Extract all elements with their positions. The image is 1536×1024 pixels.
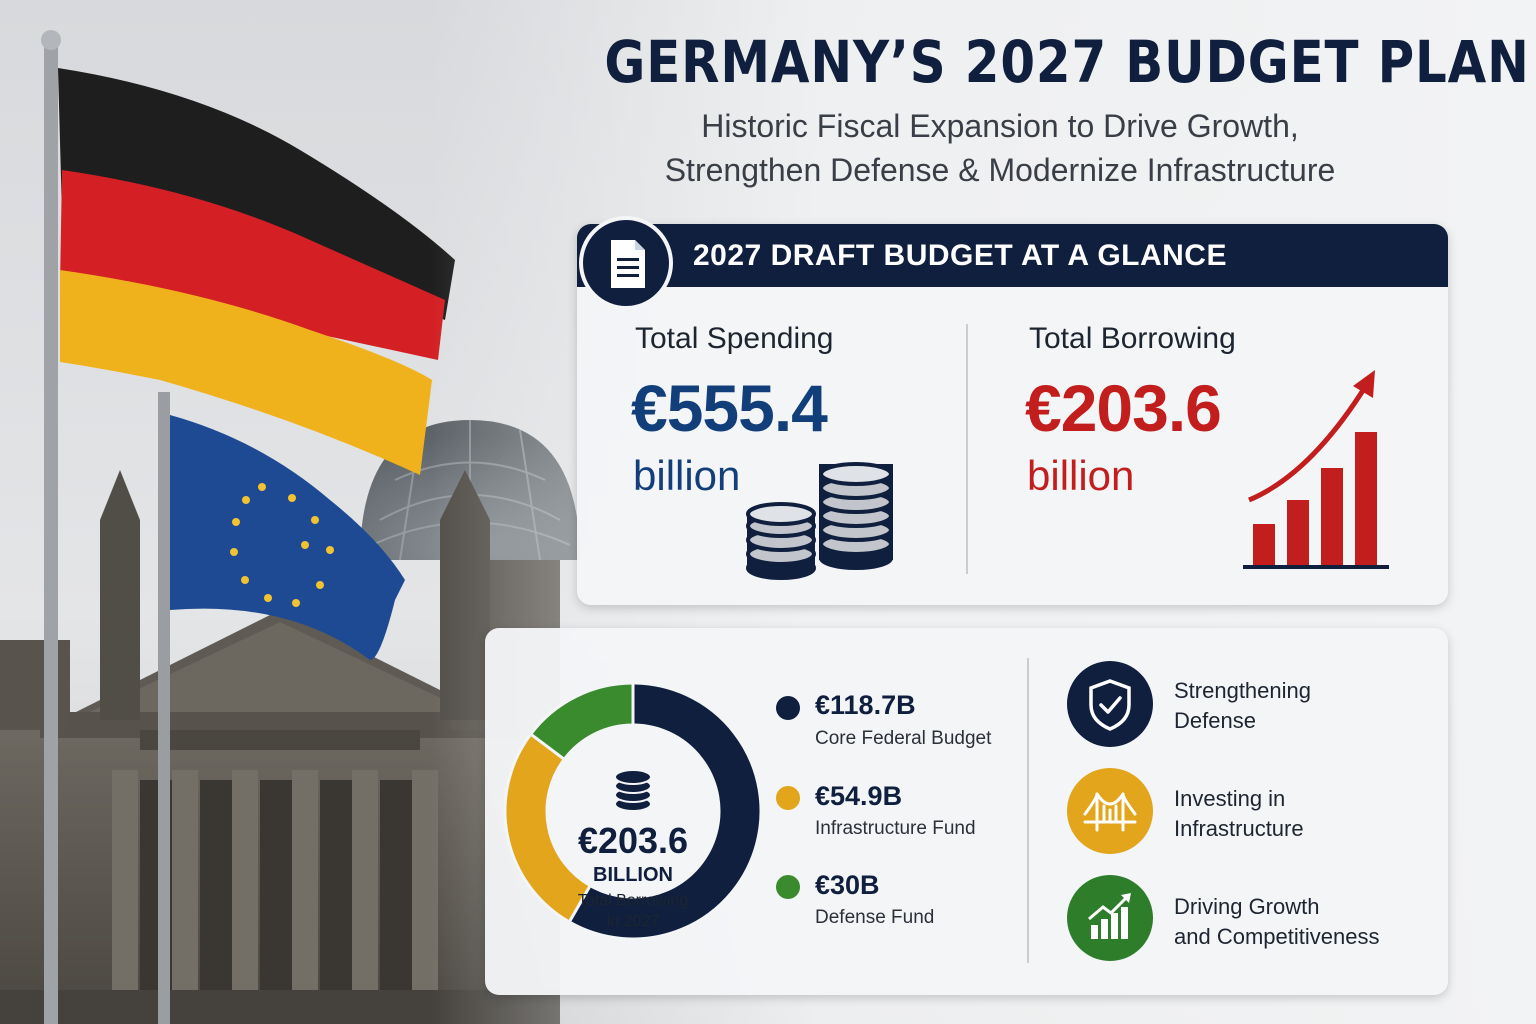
legend-label-defense: Defense Fund <box>815 907 935 928</box>
donut-center-value: €203.6 <box>577 820 689 861</box>
legend-dot-infrastructure <box>776 786 800 810</box>
budget-glance-card: 2027 DRAFT BUDGET AT A GLANCE Total Spen… <box>577 216 1448 605</box>
donut-center-unit: BILLION <box>593 864 673 886</box>
total-spending-value: €555.4 <box>631 371 828 445</box>
coins-icon <box>614 769 652 812</box>
subtitle-line-2: Strengthen Defense & Modernize Infrastru… <box>664 152 1336 188</box>
flagpole-front <box>44 40 58 1024</box>
coin-stack-icon <box>746 462 893 580</box>
total-borrowing-unit: billion <box>1027 452 1135 499</box>
priority-defense-line-2: Defense <box>1174 708 1256 733</box>
page-subtitle: Historic Fiscal Expansion to Drive Growt… <box>560 104 1440 192</box>
legend-value-core: €118.7B <box>815 690 916 720</box>
glance-banner: 2027 DRAFT BUDGET AT A GLANCE <box>577 224 1448 287</box>
donut-center-label: Total Borrowing in 2027 <box>563 890 703 932</box>
glance-divider <box>966 324 968 574</box>
priority-growth-line-2: and Competitiveness <box>1174 924 1380 949</box>
glance-banner-title: 2027 DRAFT BUDGET AT A GLANCE <box>693 239 1227 272</box>
priority-infrastructure-line-1: Investing in <box>1174 786 1286 811</box>
priority-infrastructure-line-2: Infrastructure <box>1174 816 1304 841</box>
borrowing-donut: €203.6 BILLION Total Borrowing in 2027 <box>495 666 771 956</box>
total-spending-label: Total Spending <box>635 322 834 355</box>
eu-stars <box>230 483 334 607</box>
priority-growth-label: Driving Growth and Competitiveness <box>1174 892 1379 952</box>
flagpole-back <box>158 392 170 1024</box>
document-icon <box>579 216 673 310</box>
german-flag <box>58 68 455 475</box>
borrowing-breakdown-card: €203.6 BILLION Total Borrowing in 2027 €… <box>485 628 1448 995</box>
legend-value-infrastructure: €54.9B <box>815 781 903 811</box>
donut-center-label-line-1: Total Borrowing <box>577 892 689 909</box>
priority-growth-line-1: Driving Growth <box>1174 894 1320 919</box>
total-borrowing-label: Total Borrowing <box>1029 322 1236 355</box>
subtitle-line-1: Historic Fiscal Expansion to Drive Growt… <box>701 108 1299 144</box>
legend-dot-core <box>776 696 800 720</box>
total-borrowing-value: €203.6 <box>1025 371 1222 445</box>
total-spending-unit: billion <box>633 452 741 499</box>
legend-value-defense: €30B <box>815 870 880 900</box>
breakdown-divider <box>1027 658 1029 963</box>
bridge-icon <box>1067 768 1153 854</box>
priority-defense-line-1: Strengthening <box>1174 678 1311 703</box>
priority-defense-label: Strengthening Defense <box>1174 676 1311 736</box>
legend-label-core: Core Federal Budget <box>815 728 992 749</box>
legend-dot-defense <box>776 875 800 899</box>
page-title: GERMANY’S 2027 BUDGET PLAN <box>604 28 1530 96</box>
priority-infrastructure-label: Investing in Infrastructure <box>1174 784 1304 844</box>
rising-bar-chart-icon <box>1243 370 1389 569</box>
donut-center-label-line-2: in 2027 <box>606 913 660 930</box>
legend-label-infrastructure: Infrastructure Fund <box>815 818 976 839</box>
eu-flag <box>170 415 405 660</box>
shield-check-icon <box>1067 661 1153 747</box>
growth-chart-icon <box>1067 875 1153 961</box>
